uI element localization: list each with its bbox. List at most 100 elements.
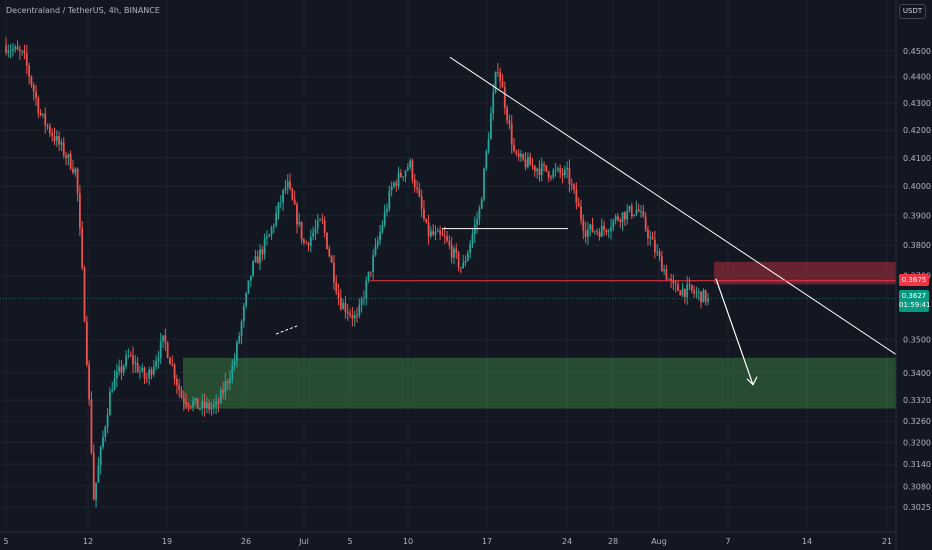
candle-body bbox=[478, 208, 481, 220]
candle-body bbox=[261, 249, 264, 255]
candle-body bbox=[134, 362, 137, 365]
candle-body bbox=[610, 227, 612, 232]
candle-body bbox=[653, 239, 656, 253]
candle-body bbox=[72, 168, 74, 173]
candle-body bbox=[492, 92, 495, 114]
candle-body bbox=[630, 206, 633, 217]
candle-body bbox=[203, 401, 206, 409]
candle-body bbox=[286, 181, 289, 188]
x-tick-label: 21 bbox=[882, 537, 892, 546]
candle-body bbox=[667, 278, 670, 280]
candle-body bbox=[12, 49, 14, 51]
candle-body bbox=[256, 256, 259, 264]
candle-body bbox=[219, 389, 222, 404]
candle-body bbox=[503, 87, 506, 108]
candle-body bbox=[383, 211, 386, 225]
countdown-timer: 01:59:41 bbox=[899, 301, 931, 309]
candle-body bbox=[242, 305, 245, 322]
candle-body bbox=[483, 168, 485, 200]
candle-body bbox=[640, 211, 642, 213]
dashed-line[interactable] bbox=[275, 325, 298, 335]
candle-body bbox=[291, 188, 294, 200]
candle-body bbox=[81, 227, 84, 268]
candle-body bbox=[88, 364, 91, 400]
candle-body bbox=[660, 256, 663, 272]
candle-body bbox=[485, 151, 488, 169]
candle-body bbox=[104, 427, 107, 437]
candle-body bbox=[148, 369, 151, 379]
candle-body bbox=[152, 366, 155, 375]
candle-body bbox=[677, 284, 679, 291]
candle-body bbox=[360, 299, 363, 305]
candle-body bbox=[206, 403, 208, 409]
candle-body bbox=[453, 248, 455, 258]
candle-body bbox=[42, 113, 44, 115]
candle-body bbox=[129, 355, 132, 357]
candle-body bbox=[37, 97, 40, 113]
candle-body bbox=[587, 229, 589, 237]
candle-body bbox=[617, 216, 619, 220]
candle-body bbox=[513, 144, 515, 152]
candle-body bbox=[249, 275, 252, 281]
candle-body bbox=[106, 415, 109, 428]
candle-body bbox=[102, 436, 104, 447]
candle-body bbox=[189, 406, 192, 407]
candle-body bbox=[487, 139, 490, 152]
candle-body bbox=[192, 401, 194, 407]
candle-body bbox=[607, 231, 610, 233]
candle-body bbox=[293, 199, 296, 205]
y-tick-label: 0.4200 bbox=[903, 126, 931, 135]
candle-body bbox=[420, 196, 423, 209]
candle-body bbox=[247, 280, 250, 293]
candle-body bbox=[499, 72, 502, 82]
descending-trendline[interactable] bbox=[449, 56, 897, 355]
x-tick-label: 10 bbox=[403, 537, 413, 546]
candles bbox=[5, 37, 709, 508]
candle-body bbox=[707, 298, 709, 302]
projection-arrow[interactable] bbox=[715, 278, 754, 385]
candle-body bbox=[522, 154, 525, 160]
candle-body bbox=[312, 232, 315, 237]
candle-body bbox=[425, 218, 428, 223]
candle-body bbox=[51, 133, 54, 137]
candle-body bbox=[379, 231, 381, 241]
candle-body bbox=[14, 46, 17, 50]
currency-button[interactable]: USDT bbox=[899, 4, 926, 19]
candle-body bbox=[386, 208, 388, 212]
candle-body bbox=[85, 321, 88, 365]
candle-body bbox=[656, 251, 659, 253]
candle-body bbox=[533, 165, 536, 171]
y-tick-label: 0.3320 bbox=[903, 396, 931, 405]
last-price-badge: 0.3627 01:59:41 bbox=[899, 290, 931, 312]
candle-body bbox=[118, 366, 121, 372]
x-tick-label: 12 bbox=[83, 537, 93, 546]
candle-body bbox=[7, 51, 10, 53]
candle-body bbox=[351, 314, 354, 319]
y-tick-label: 0.3800 bbox=[903, 241, 931, 250]
candle-body bbox=[526, 157, 529, 168]
candle-body bbox=[600, 225, 603, 237]
candle-body bbox=[621, 212, 624, 223]
candle-body bbox=[460, 267, 462, 269]
y-tick-label: 0.3500 bbox=[903, 336, 931, 345]
candle-body bbox=[690, 285, 693, 291]
candle-body bbox=[411, 160, 414, 180]
candle-body bbox=[335, 281, 338, 293]
candle-body bbox=[372, 254, 375, 272]
resistance-price-badge: 0.3675 bbox=[899, 274, 929, 286]
candle-body bbox=[647, 229, 649, 239]
candle-body bbox=[538, 168, 541, 176]
candle-body bbox=[593, 231, 596, 233]
candle-body bbox=[404, 170, 407, 177]
zones bbox=[183, 261, 896, 409]
candle-body bbox=[113, 378, 116, 391]
candle-body bbox=[169, 357, 171, 365]
candle-body bbox=[566, 168, 569, 170]
y-tick-label: 0.4100 bbox=[903, 154, 931, 163]
drawings[interactable] bbox=[0, 56, 897, 386]
candle-body bbox=[76, 168, 79, 194]
candle-body bbox=[448, 240, 451, 246]
candle-body bbox=[693, 290, 696, 294]
